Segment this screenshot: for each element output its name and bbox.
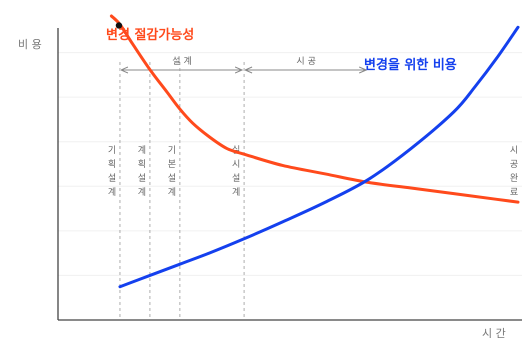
phase-label-char: 설	[168, 173, 176, 184]
phase-label-char: 계	[108, 186, 116, 198]
series-label-savings: 변경 절감가능성	[106, 27, 194, 43]
x-axis-label: 시 간	[482, 327, 506, 340]
phase-label-char: 획	[138, 158, 146, 170]
phase-label-char: 계	[168, 186, 176, 198]
start-point-marker	[115, 22, 123, 29]
phase-label-char: 완	[510, 173, 518, 184]
series-line-savings	[109, 14, 520, 204]
phase-label-char: 계	[138, 186, 146, 198]
series-label-cost: 변경을 위한 비용	[364, 57, 457, 73]
phase-label-char: 설	[232, 173, 240, 184]
phase-span-label: 시 공	[296, 56, 315, 67]
phase-label-char: 공	[510, 159, 518, 170]
phase-label-char: 획	[108, 158, 116, 170]
y-axis-label: 비 용	[18, 38, 42, 51]
phase-label-char: 시	[232, 159, 240, 170]
phase-label-char: 시	[510, 145, 518, 156]
phase-label-char: 료	[510, 188, 518, 198]
phase-label-char: 설	[108, 173, 116, 184]
phase-label-char: 기	[168, 145, 176, 156]
phase-label-char: 계	[138, 144, 146, 156]
series-line-cost	[118, 25, 520, 289]
phase-span-label: 설 계	[172, 55, 191, 67]
phase-label-char: 설	[138, 173, 146, 184]
phase-label-char: 본	[168, 159, 176, 170]
phase-label-char: 계	[232, 186, 240, 198]
phase-label-char: 기	[108, 145, 116, 156]
